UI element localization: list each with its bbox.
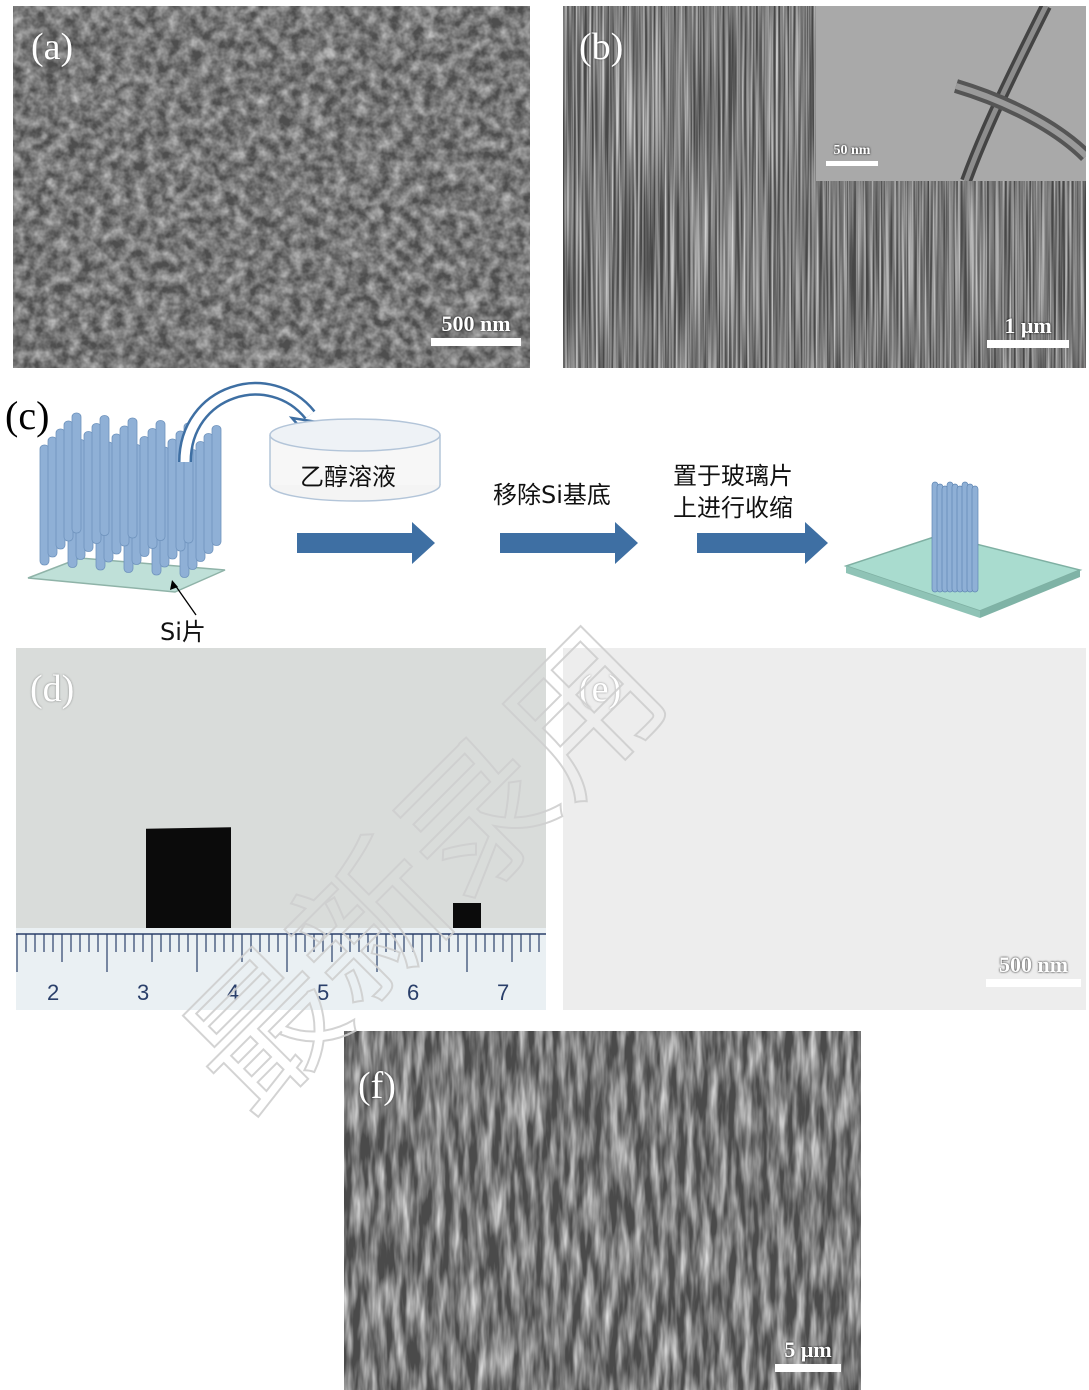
nanotube-rod [99,415,110,536]
panel-d-label: (d) [30,668,75,710]
panel-c-schematic: (c) 乙醇溶液 移除Si基底 置于玻璃片 上进行收缩 Si片 [0,370,1089,645]
shrunk-cnt-film [453,903,481,931]
shrink-on-glass-label-1: 置于玻璃片 [673,462,793,490]
panel-b-tem-inset: 50 nm [816,6,1086,181]
ruler: 2 3 4 5 6 7 [16,928,546,1010]
panel-e-scale-bar: 500 nm [986,954,1081,987]
si-wafer-label: Si片 [160,618,206,645]
arrow-1 [297,522,435,564]
nanotube-texture [13,6,530,368]
panel-a-label: (a) [31,26,74,68]
nanotube-rod [71,412,82,534]
ruler-number-7: 7 [497,980,510,1005]
panel-f-label: (f) [358,1065,396,1107]
panel-d-photo: (d) 2 3 4 5 6 7 [16,648,546,1010]
large-cnt-film [146,827,231,932]
panel-b-scale-text: 1 μm [1004,313,1052,338]
arrow-2 [500,522,638,564]
panel-b-label: (b) [579,26,624,68]
panel-b-sem-image: 50 nm (b) 1 μm [563,6,1086,368]
ethanol-solution-label: 乙醇溶液 [300,463,396,491]
nanotube-rod [127,417,138,539]
ruler-ticks [16,933,546,972]
nanotube-array [39,412,222,578]
ethanol-dish-top [269,418,441,452]
panel-f-sem-image: (f) 5 μm [344,1031,861,1390]
wavy-nanotube-texture [563,648,1086,1010]
tem-tube-image [816,6,1086,181]
panel-b-scale-line [987,340,1069,348]
panel-c-label: (c) [5,393,50,438]
remove-si-substrate-label: 移除Si基底 [493,481,611,509]
panel-a-scale-bar: 500 nm [431,313,521,346]
panel-e-scale-text: 500 nm [998,952,1069,977]
panel-e-scale-line [986,979,1081,987]
panel-f-scale-line [775,1364,841,1372]
schematic-drawing [27,381,1083,618]
shrink-on-glass-label-2: 上进行收缩 [673,494,793,522]
panel-e-sem-image: (e) 500 nm [563,648,1086,1010]
ruler-number-5: 5 [317,980,330,1005]
panel-b-scale-bar: 1 μm [987,315,1069,348]
densified-fiber-texture [344,1031,861,1390]
ruler-number-2: 2 [47,980,60,1005]
panel-a-scale-text: 500 nm [441,311,511,336]
panel-b-inset-scale-text: 50 nm [833,143,871,158]
panel-a-scale-line [431,338,521,346]
nanotube-rod [211,425,222,546]
panel-e-label: (e) [579,668,622,710]
ruler-number-6: 6 [407,980,420,1005]
ruler-number-4: 4 [227,980,240,1005]
shrunk-nanotube-bundle [931,481,979,593]
panel-b-inset-scale-bar: 50 nm [826,144,878,166]
panel-f-scale-text: 5 μm [784,1337,832,1362]
ruler-number-3: 3 [137,980,150,1005]
si-pointer [174,584,197,616]
bundle-rod [971,485,979,593]
nanotube-rod [155,420,166,541]
si-substrate [27,557,226,593]
panel-a-sem-image: (a) 500 nm [13,6,530,368]
arrow-3 [697,522,828,564]
panel-b-inset-scale-line [826,161,878,166]
panel-f-scale-bar: 5 μm [775,1339,841,1372]
